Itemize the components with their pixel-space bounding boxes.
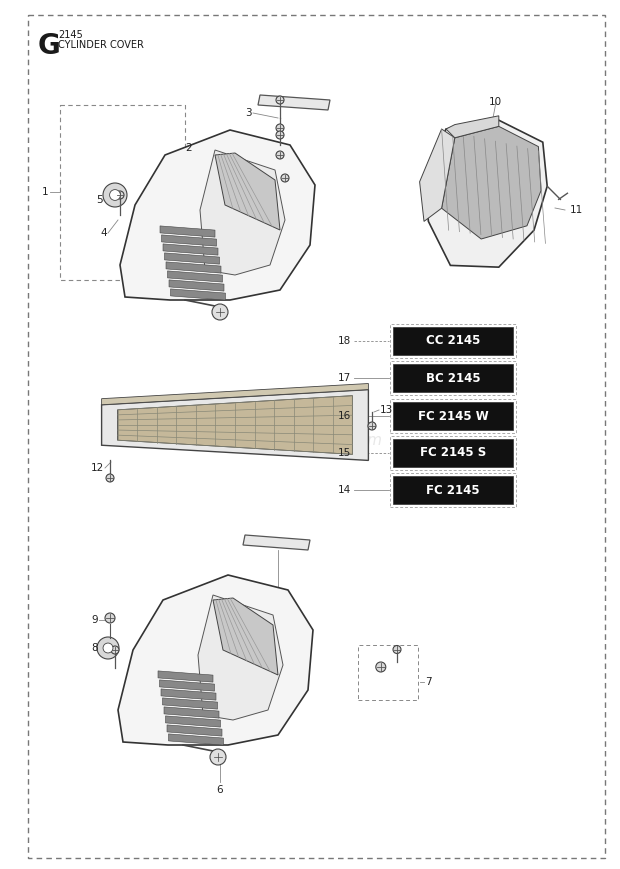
- Circle shape: [110, 189, 120, 201]
- Text: 2145: 2145: [58, 30, 82, 40]
- Polygon shape: [164, 253, 219, 264]
- Polygon shape: [163, 244, 218, 255]
- Text: 16: 16: [338, 411, 352, 421]
- Circle shape: [210, 749, 226, 765]
- Text: BC 2145: BC 2145: [426, 372, 481, 384]
- Text: 3: 3: [246, 108, 252, 118]
- Polygon shape: [213, 598, 278, 675]
- Polygon shape: [161, 235, 216, 246]
- Polygon shape: [200, 150, 285, 275]
- Polygon shape: [170, 289, 226, 300]
- Polygon shape: [424, 120, 547, 267]
- Polygon shape: [167, 271, 223, 282]
- Text: 8: 8: [91, 643, 98, 653]
- Polygon shape: [393, 439, 513, 467]
- Text: 14: 14: [338, 485, 352, 495]
- Circle shape: [106, 474, 114, 482]
- Circle shape: [276, 131, 284, 139]
- Polygon shape: [393, 364, 513, 392]
- Polygon shape: [393, 327, 513, 355]
- Text: 13: 13: [380, 405, 393, 415]
- Polygon shape: [167, 725, 222, 736]
- Circle shape: [103, 643, 113, 653]
- Polygon shape: [160, 226, 215, 237]
- Circle shape: [97, 637, 119, 659]
- Polygon shape: [161, 689, 216, 700]
- Circle shape: [212, 304, 228, 320]
- Text: shopYourParts.com: shopYourParts.com: [237, 433, 383, 448]
- Text: 1: 1: [42, 187, 48, 197]
- Polygon shape: [243, 535, 310, 550]
- Circle shape: [103, 183, 127, 207]
- Polygon shape: [169, 280, 224, 291]
- Polygon shape: [159, 680, 215, 691]
- Text: 7: 7: [425, 677, 432, 687]
- Circle shape: [111, 646, 119, 654]
- Polygon shape: [118, 395, 352, 454]
- Polygon shape: [393, 402, 513, 430]
- Polygon shape: [198, 595, 283, 720]
- Polygon shape: [166, 716, 221, 727]
- Polygon shape: [441, 126, 541, 239]
- Text: CC 2145: CC 2145: [426, 335, 480, 348]
- Polygon shape: [164, 706, 219, 718]
- Text: 17: 17: [338, 373, 352, 383]
- Text: G: G: [38, 32, 61, 60]
- Text: 6: 6: [216, 785, 223, 795]
- Text: CYLINDER COVER: CYLINDER COVER: [58, 40, 144, 50]
- Text: FC 2145 S: FC 2145 S: [420, 447, 486, 460]
- Text: FC 2145: FC 2145: [426, 483, 480, 496]
- Text: 12: 12: [91, 463, 104, 473]
- Circle shape: [376, 662, 386, 672]
- Polygon shape: [120, 130, 315, 300]
- Text: FC 2145 W: FC 2145 W: [418, 409, 489, 422]
- Polygon shape: [446, 116, 499, 138]
- Circle shape: [276, 96, 284, 104]
- Polygon shape: [169, 734, 223, 745]
- Text: 18: 18: [338, 336, 352, 346]
- Polygon shape: [393, 476, 513, 504]
- Polygon shape: [420, 129, 455, 222]
- Circle shape: [276, 124, 284, 132]
- Polygon shape: [158, 671, 213, 682]
- Polygon shape: [215, 153, 280, 230]
- Polygon shape: [258, 95, 330, 110]
- Text: 5: 5: [96, 195, 103, 205]
- Text: 4: 4: [100, 228, 107, 238]
- Polygon shape: [166, 262, 221, 273]
- Circle shape: [116, 191, 124, 199]
- Circle shape: [276, 151, 284, 159]
- Polygon shape: [162, 698, 218, 709]
- Polygon shape: [118, 575, 313, 745]
- Polygon shape: [102, 389, 368, 461]
- Text: 9: 9: [91, 615, 98, 625]
- Text: 11: 11: [570, 205, 583, 215]
- Circle shape: [281, 174, 289, 182]
- Circle shape: [393, 646, 401, 653]
- Circle shape: [105, 613, 115, 623]
- Polygon shape: [102, 383, 368, 405]
- Text: 15: 15: [338, 448, 352, 458]
- Text: 2: 2: [185, 143, 192, 153]
- Text: 10: 10: [489, 97, 502, 107]
- Circle shape: [368, 422, 376, 430]
